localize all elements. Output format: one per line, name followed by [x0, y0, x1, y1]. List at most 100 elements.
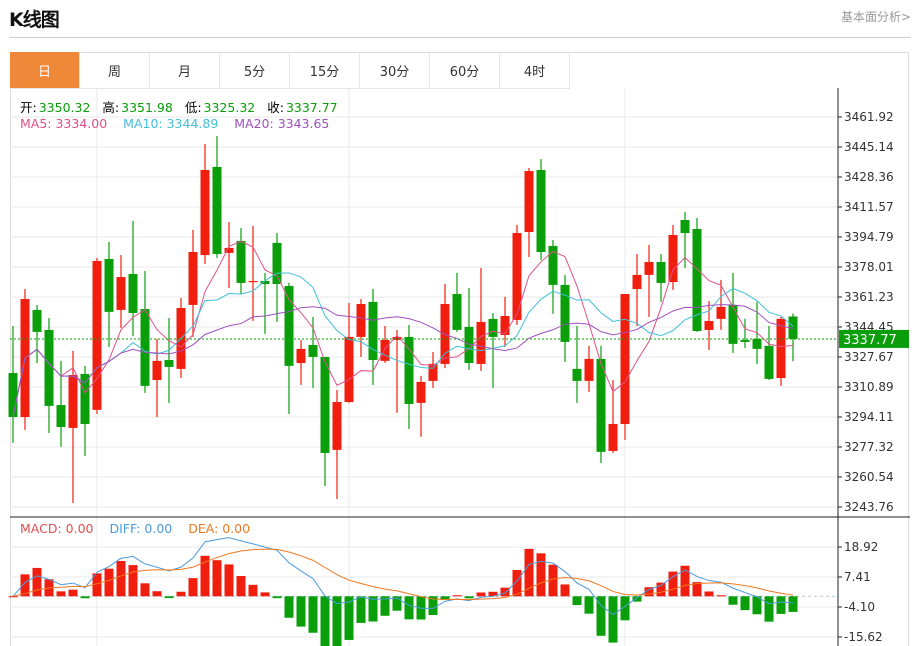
candle-body — [524, 171, 534, 232]
tab-7[interactable]: 4时 — [500, 52, 570, 88]
candle — [104, 241, 114, 347]
candle-body — [632, 274, 642, 290]
macd-tick-label: 18.92 — [844, 540, 878, 554]
dea-line — [12, 548, 794, 601]
candle — [512, 225, 522, 325]
candle-body — [548, 245, 558, 285]
macd-bar — [464, 596, 474, 599]
macd-bar — [488, 591, 498, 597]
macd-bar — [380, 596, 390, 616]
low-label: 低: — [184, 100, 202, 115]
candle-body — [452, 294, 462, 330]
open-label: 开: — [20, 100, 37, 115]
macd-bar — [620, 596, 630, 621]
candle — [224, 221, 234, 288]
price-tick-label: 3327.67 — [844, 350, 894, 364]
candle — [332, 390, 342, 499]
tab-2[interactable]: 月 — [150, 52, 220, 88]
candle-body — [764, 345, 774, 379]
price-tick-label: 3260.54 — [844, 470, 894, 484]
candle-body — [152, 360, 162, 381]
candle — [476, 267, 486, 371]
candle — [368, 289, 378, 386]
macd-bar — [236, 576, 246, 597]
candle — [44, 317, 54, 433]
candle — [764, 326, 774, 381]
candle — [704, 300, 714, 350]
candle — [644, 245, 654, 317]
candle-body — [8, 373, 18, 418]
tab-0[interactable]: 日 — [10, 52, 80, 88]
candle — [80, 365, 90, 456]
macd-bar — [56, 591, 66, 597]
macd-bar — [296, 596, 306, 627]
candle — [152, 338, 162, 418]
macd-bar — [440, 596, 450, 601]
macd-bar — [560, 584, 570, 597]
macd-bar — [368, 596, 378, 622]
macd-bar — [644, 587, 654, 597]
candle — [236, 228, 246, 295]
macd-bar — [680, 565, 690, 597]
macd-bar — [188, 578, 198, 597]
candle-body — [236, 240, 246, 283]
candle — [572, 326, 582, 403]
current-price-tag — [839, 329, 909, 348]
candle-body — [728, 304, 738, 344]
candle — [356, 299, 366, 357]
candle — [740, 318, 750, 349]
candle-body — [272, 242, 282, 285]
macd-value: MACD: 0.00 — [20, 521, 94, 536]
macd-bar — [548, 564, 558, 597]
candle — [320, 356, 330, 487]
candle — [656, 253, 666, 302]
candle-body — [692, 228, 702, 332]
candle-body — [740, 339, 750, 342]
candle-body — [680, 220, 690, 234]
macd-bar — [8, 596, 18, 598]
macd-bar — [752, 596, 762, 615]
candle — [548, 240, 558, 314]
price-tick-label: 3428.36 — [844, 170, 894, 184]
candle-body — [464, 326, 474, 364]
candle — [212, 135, 222, 258]
candle — [200, 144, 210, 264]
current-price-label: 3337.77 — [843, 333, 897, 348]
period-tabs: 日周月 5分 15分 30分 60分 4时 — [10, 52, 570, 89]
ma5-line — [12, 240, 794, 418]
fundamental-analysis-link[interactable]: 基本面分析> — [840, 10, 911, 24]
candle-body — [404, 336, 414, 404]
ma20-line — [12, 304, 794, 418]
close-label: 收: — [267, 100, 284, 115]
candle-body — [68, 374, 78, 428]
tab-3[interactable]: 5分 — [220, 52, 290, 88]
macd-bar — [224, 564, 234, 597]
macd-bar — [500, 587, 510, 597]
candle-body — [572, 368, 582, 381]
candle — [596, 345, 606, 463]
macd-bar — [248, 584, 258, 597]
tab-1[interactable]: 周 — [80, 52, 150, 88]
macd-bar — [260, 592, 270, 597]
candle-body — [368, 301, 378, 360]
candle — [776, 316, 786, 386]
dea-value: DEA: 0.00 — [188, 521, 251, 536]
candle — [272, 233, 282, 322]
tab-5[interactable]: 30分 — [360, 52, 430, 88]
tab-6[interactable]: 60分 — [430, 52, 500, 88]
candle — [668, 225, 678, 290]
candle — [452, 272, 462, 332]
tab-4[interactable]: 15分 — [290, 52, 360, 88]
macd-tick-label: 7.41 — [844, 570, 871, 584]
macd-bar — [524, 548, 534, 597]
ma20-value: MA20: 3343.65 — [234, 116, 330, 131]
candle-body — [560, 284, 570, 342]
candle-body — [584, 358, 594, 381]
candle-body — [500, 316, 510, 335]
candle — [140, 270, 150, 393]
price-tick-label: 3310.89 — [844, 380, 894, 394]
candle-body — [212, 166, 222, 254]
candle — [500, 296, 510, 347]
candle-body — [668, 235, 678, 283]
